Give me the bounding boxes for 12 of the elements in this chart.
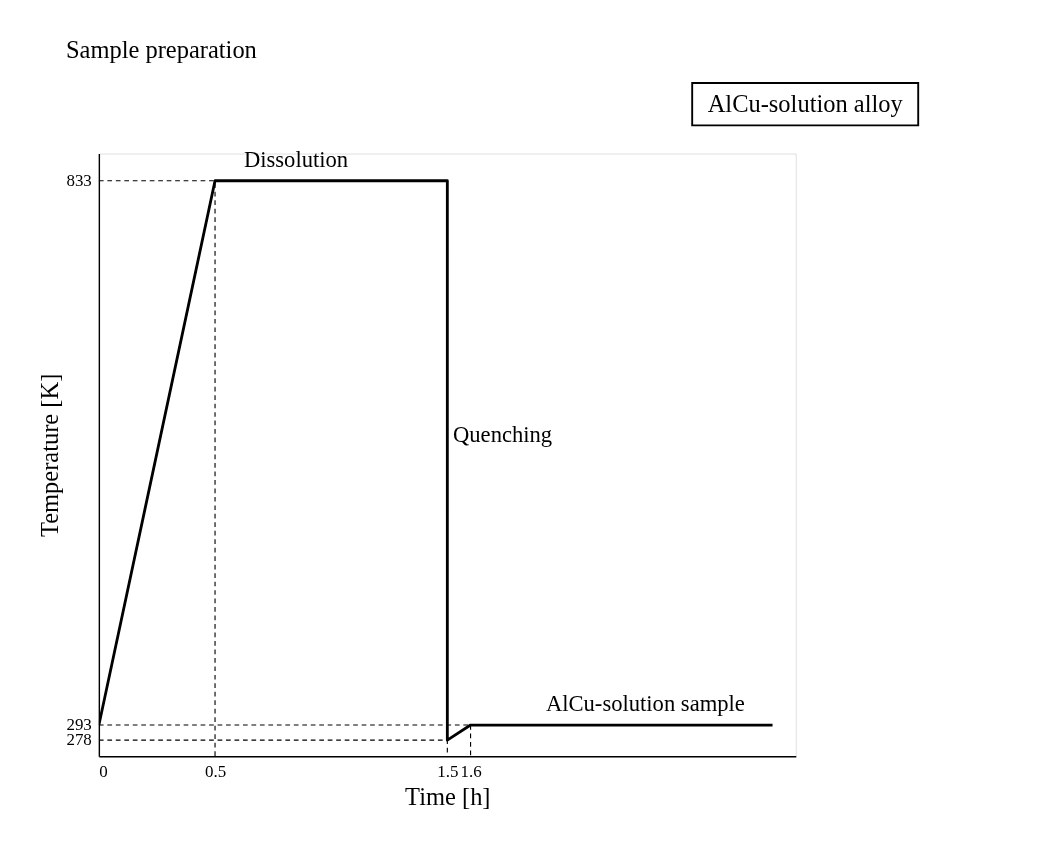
x-tick-label: 1.5 [437, 762, 459, 782]
annotation: AlCu-solution sample [545, 690, 745, 716]
y-tick-label: 833 [66, 170, 92, 190]
x-tick-label: 0 [99, 762, 108, 782]
chart-title: Sample preparation [65, 36, 257, 64]
annotation: Dissolution [243, 146, 349, 172]
annotation: Quenching [452, 421, 553, 447]
x-tick-label: 1.6 [460, 762, 482, 782]
y-axis-title: Temperature [K] [35, 373, 63, 538]
text: AlCu-solution alloy [707, 90, 904, 118]
x-tick-label: 0.5 [204, 762, 227, 782]
x-axis-title: Time [h] [405, 782, 491, 810]
